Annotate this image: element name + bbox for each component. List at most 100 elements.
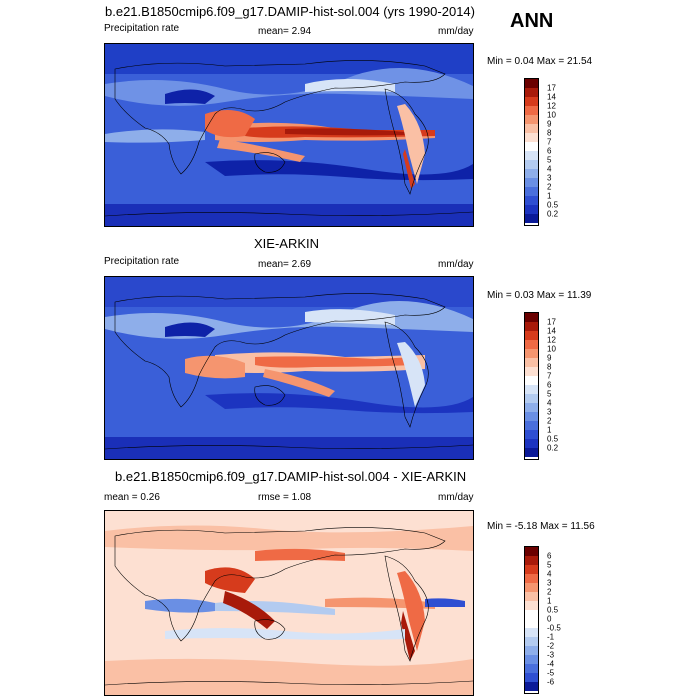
- colorbar-tick-label: 8: [547, 362, 552, 372]
- colorbar-swatch: [525, 124, 538, 133]
- colorbar-swatch: [525, 412, 538, 421]
- colorbar-tick-label: 17: [547, 317, 556, 327]
- colorbar-tick-label: 4: [547, 569, 552, 579]
- colorbar-swatch: [525, 322, 538, 331]
- colorbar-tick-label: 5: [547, 560, 552, 570]
- colorbar-swatch: [525, 349, 538, 358]
- colorbar-swatch: [525, 385, 538, 394]
- colorbar-tick-label: 14: [547, 92, 556, 102]
- panel2-colorbar: [524, 312, 539, 460]
- colorbar-swatch: [525, 565, 538, 574]
- panel3-map: [104, 510, 474, 696]
- colorbar-tick-label: 3: [547, 407, 552, 417]
- colorbar-tick-label: 5: [547, 155, 552, 165]
- colorbar-tick-label: 1: [547, 191, 552, 201]
- colorbar-swatch: [525, 106, 538, 115]
- colorbar-swatch: [525, 628, 538, 637]
- colorbar-swatch: [525, 646, 538, 655]
- colorbar-tick-label: 0.5: [547, 605, 559, 615]
- panel2-title: XIE-ARKIN: [254, 236, 320, 251]
- colorbar-swatch: [525, 196, 538, 205]
- colorbar-swatch: [525, 214, 538, 223]
- colorbar-swatch: [525, 205, 538, 214]
- colorbar-swatch: [525, 178, 538, 187]
- panel1-map: [104, 43, 474, 227]
- panel1-title: b.e21.B1850cmip6.f09_g17.DAMIP-hist-sol.…: [105, 4, 475, 19]
- colorbar-tick-label: 6: [547, 146, 552, 156]
- colorbar-swatch: [525, 169, 538, 178]
- colorbar-tick-label: 0.5: [547, 434, 559, 444]
- colorbar-tick-label: -2: [547, 641, 555, 651]
- panel2-minmax-label: Min = 0.03 Max = 11.39: [487, 290, 592, 301]
- panel2-map: [104, 276, 474, 460]
- panel1-variable-label: Precipitation rate: [104, 23, 180, 34]
- colorbar-tick-label: 9: [547, 119, 552, 129]
- colorbar-tick-label: 7: [547, 371, 552, 381]
- colorbar-swatch: [525, 394, 538, 403]
- colorbar-swatch: [525, 142, 538, 151]
- panel3-title: b.e21.B1850cmip6.f09_g17.DAMIP-hist-sol.…: [115, 469, 467, 484]
- colorbar-tick-label: -3: [547, 650, 555, 660]
- colorbar-tick-label: 9: [547, 353, 552, 363]
- panel2-variable-label: Precipitation rate: [104, 256, 180, 267]
- colorbar-swatch: [525, 547, 538, 556]
- colorbar-swatch: [525, 574, 538, 583]
- colorbar-tick-label: 0.5: [547, 200, 559, 210]
- colorbar-tick-label: -5: [547, 668, 555, 678]
- colorbar-swatch: [525, 439, 538, 448]
- colorbar-swatch: [525, 340, 538, 349]
- colorbar-tick-label: -1: [547, 632, 555, 642]
- season-label: ANN: [510, 10, 554, 32]
- colorbar-swatch: [525, 403, 538, 412]
- colorbar-swatch: [525, 358, 538, 367]
- colorbar-tick-label: 12: [547, 335, 556, 345]
- colorbar-tick-label: 0: [547, 614, 552, 624]
- colorbar-swatch: [525, 115, 538, 124]
- colorbar-swatch: [525, 367, 538, 376]
- colorbar-tick-label: -6: [547, 677, 555, 687]
- colorbar-swatch: [525, 313, 538, 322]
- panel3-colorbar: [524, 546, 539, 694]
- colorbar-tick-label: 5: [547, 389, 552, 399]
- colorbar-tick-label: 10: [547, 344, 556, 354]
- colorbar-swatch: [525, 583, 538, 592]
- panel3-mean-label: mean = 0.26: [104, 492, 160, 503]
- colorbar-tick-label: 0.2: [547, 209, 559, 219]
- colorbar-swatch: [525, 160, 538, 169]
- colorbar-tick-label: 4: [547, 164, 552, 174]
- colorbar-swatch: [525, 610, 538, 619]
- colorbar-tick-label: 8: [547, 128, 552, 138]
- colorbar-swatch: [525, 637, 538, 646]
- colorbar-swatch: [525, 376, 538, 385]
- panel3-rmse-label: rmse = 1.08: [258, 492, 312, 503]
- colorbar-swatch: [525, 187, 538, 196]
- colorbar-tick-label: 10: [547, 110, 556, 120]
- colorbar-tick-label: 1: [547, 425, 552, 435]
- colorbar-tick-label: -4: [547, 659, 555, 669]
- colorbar-swatch: [525, 448, 538, 457]
- colorbar-tick-label: 7: [547, 137, 552, 147]
- colorbar-tick-label: 2: [547, 182, 552, 192]
- colorbar-swatch: [525, 79, 538, 88]
- colorbar-swatch: [525, 673, 538, 682]
- colorbar-tick-label: 3: [547, 578, 552, 588]
- panel3-units-label: mm/day: [438, 492, 474, 503]
- colorbar-swatch: [525, 331, 538, 340]
- panel3-minmax-label: Min = -5.18 Max = 11.56: [487, 521, 595, 532]
- colorbar-tick-label: 14: [547, 326, 556, 336]
- panel2-units-label: mm/day: [438, 259, 474, 270]
- colorbar-swatch: [525, 88, 538, 97]
- colorbar-swatch: [525, 592, 538, 601]
- colorbar-swatch: [525, 421, 538, 430]
- colorbar-swatch: [525, 556, 538, 565]
- colorbar-swatch: [525, 601, 538, 610]
- panel1-units-label: mm/day: [438, 26, 474, 37]
- colorbar-tick-label: 4: [547, 398, 552, 408]
- panel1-mean-label: mean= 2.94: [258, 26, 312, 37]
- colorbar-tick-label: 17: [547, 83, 556, 93]
- colorbar-tick-label: -0.5: [547, 623, 561, 633]
- colorbar-swatch: [525, 682, 538, 691]
- colorbar-swatch: [525, 655, 538, 664]
- colorbar-tick-label: 3: [547, 173, 552, 183]
- colorbar-tick-label: 6: [547, 380, 552, 390]
